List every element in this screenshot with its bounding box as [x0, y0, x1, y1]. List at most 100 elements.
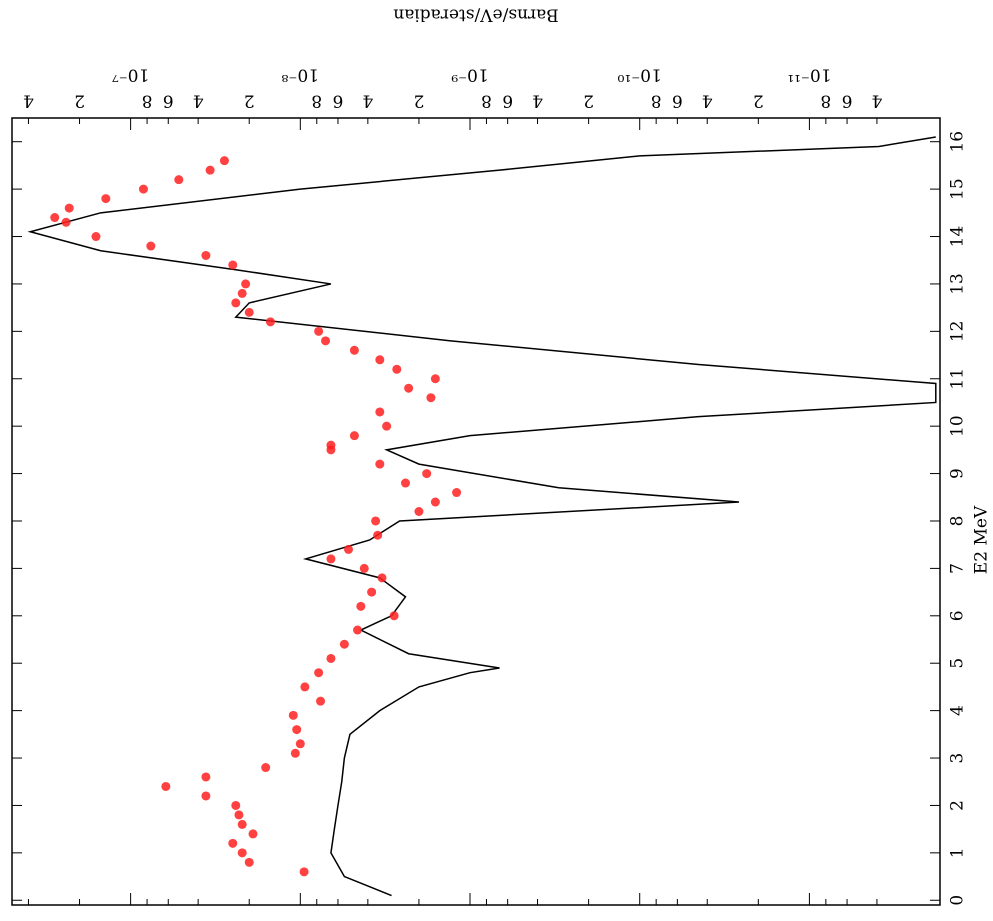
y-tick-label: 8: [651, 91, 662, 111]
y-tick-label: 10⁻⁹: [451, 65, 489, 85]
y-tick-label: 2: [583, 91, 594, 111]
data-point: [244, 857, 254, 867]
data-point: [231, 298, 241, 308]
y-tick-label: 4: [532, 91, 543, 111]
data-point: [91, 232, 101, 242]
data-point: [430, 374, 440, 384]
data-point: [400, 478, 410, 488]
data-point: [414, 507, 424, 516]
data-point: [201, 772, 211, 782]
data-point: [244, 307, 254, 317]
data-point: [241, 279, 251, 289]
data-point: [299, 867, 309, 877]
data-point: [377, 573, 387, 583]
curve: [27, 136, 937, 897]
data-point: [64, 203, 74, 213]
data-point: [344, 544, 354, 554]
data-point: [373, 530, 383, 540]
y-tick-label: 2: [74, 91, 85, 111]
data-point: [237, 819, 247, 829]
data-point: [316, 696, 326, 706]
data-point: [61, 217, 71, 227]
y-tick-label: 6: [842, 91, 853, 111]
y-tick-label: 2: [244, 91, 255, 111]
y-tick-label: 2: [414, 91, 425, 111]
data-point: [219, 156, 229, 166]
data-point: [452, 488, 462, 498]
plot-frame: [11, 117, 941, 906]
x-axis-label: E2 MeV: [972, 505, 992, 574]
x-tick-label: 14: [948, 226, 968, 248]
data-point: [356, 601, 366, 611]
x-tick-label: 1: [948, 847, 968, 858]
x-tick-label: 2: [948, 800, 968, 811]
data-point: [146, 241, 156, 251]
y-axis-label: Barns/eV/steradian: [393, 5, 559, 25]
data-point: [375, 355, 385, 365]
data-point: [228, 260, 238, 270]
y-tick-label: 10⁻¹⁰: [617, 65, 661, 85]
data-point: [314, 668, 324, 678]
y-tick-label: 10⁻⁸: [281, 65, 319, 85]
data-point: [292, 725, 302, 735]
x-tick-label: 15: [948, 178, 968, 200]
data-point: [265, 317, 275, 327]
x-tick-label: 4: [948, 705, 968, 716]
y-tick-label: 10⁻⁷: [112, 65, 150, 85]
y-tick-label: 8: [820, 91, 831, 111]
data-point: [326, 440, 336, 450]
data-point: [101, 194, 111, 204]
x-tick-label: 16: [948, 131, 968, 153]
data-point: [375, 407, 385, 417]
data-point: [349, 345, 359, 355]
data-point: [237, 288, 247, 298]
data-point: [234, 810, 244, 820]
data-point: [205, 165, 215, 175]
x-tick-label: 3: [948, 753, 968, 764]
data-point: [300, 682, 310, 692]
y-tick-label: 4: [23, 91, 34, 111]
y-tick-label: 6: [163, 91, 174, 111]
x-tick-label: 0: [948, 895, 968, 906]
data-point: [50, 213, 60, 223]
y-tick-label: 4: [702, 91, 713, 111]
data-point: [353, 625, 363, 635]
y-tick-label: 6: [502, 91, 513, 111]
data-point: [426, 393, 436, 403]
x-tick-label: 11: [948, 368, 968, 390]
data-point: [349, 431, 359, 441]
y-tick-label: 6: [672, 91, 683, 111]
y-tick-label: 8: [311, 91, 322, 111]
y-tick-label: 8: [142, 91, 153, 111]
x-tick-label: 7: [948, 563, 968, 574]
x-tick-label: 9: [948, 468, 968, 479]
y-tick-label: 8: [481, 91, 492, 111]
data-point: [295, 739, 305, 749]
data-point: [228, 838, 238, 848]
data-point: [367, 587, 377, 597]
data-point: [371, 516, 381, 526]
data-point: [248, 829, 258, 839]
data-point: [231, 800, 241, 810]
data-point: [321, 336, 331, 346]
data-point: [389, 611, 399, 621]
data-point: [359, 563, 369, 573]
data-point: [201, 250, 211, 260]
x-tick-label: 10: [948, 415, 968, 437]
x-tick-label: 6: [948, 610, 968, 621]
data-point: [288, 710, 298, 720]
data-point: [261, 763, 271, 773]
x-tick-label: 8: [948, 516, 968, 527]
data-point: [382, 421, 392, 431]
data-point: [237, 848, 247, 858]
data-point: [430, 497, 440, 507]
x-tick-label: 13: [948, 273, 968, 295]
y-tick-label: 2: [753, 91, 764, 111]
data-point: [290, 748, 300, 758]
y-tick-label: 6: [333, 91, 344, 111]
data-point: [174, 175, 184, 185]
data-point: [201, 791, 211, 801]
data-point: [339, 639, 349, 649]
